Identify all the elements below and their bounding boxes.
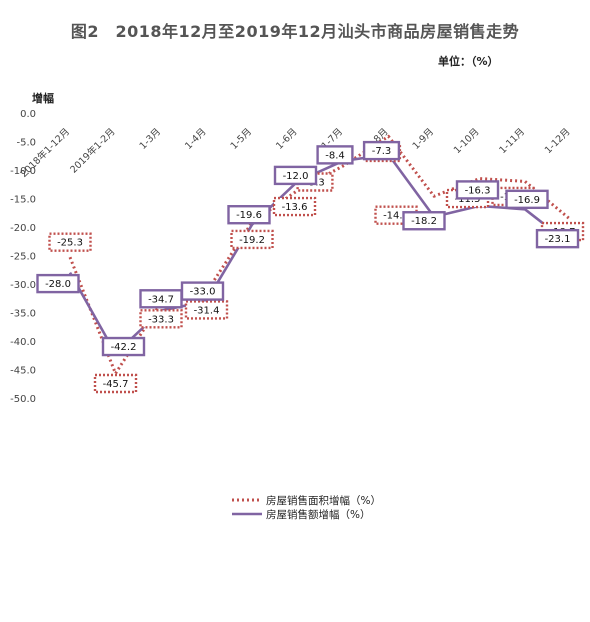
area-data-label-text: -45.7 xyxy=(103,379,129,390)
sales-data-label: -23.1 xyxy=(535,228,580,249)
sales-data-label-text: -16.9 xyxy=(514,195,540,206)
sales-data-label-box xyxy=(362,140,401,161)
area-data-label-box xyxy=(93,373,138,394)
sales-data-label-text: -42.2 xyxy=(111,342,137,353)
sales-data-label-text: -12.0 xyxy=(283,171,309,182)
area-data-label: -13.6 xyxy=(272,196,317,217)
area-data-label: -25.3 xyxy=(48,232,92,252)
area-data-label: -33.3 xyxy=(139,309,183,329)
area-data-label-box xyxy=(48,232,92,252)
sales-data-label: -19.6 xyxy=(227,205,271,225)
area-data-label: -45.7 xyxy=(93,373,138,394)
sales-data-label: -16.3 xyxy=(455,180,500,200)
sales-data-label-box xyxy=(535,228,580,249)
sales-data-label: -28.0 xyxy=(36,273,80,294)
sales-data-label: -18.2 xyxy=(402,211,446,231)
y-tick-label: -20.0 xyxy=(10,223,36,234)
data-labels: -25.3-45.7-33.3-31.4-19.2-13.6-9.3-4.1-1… xyxy=(36,140,585,394)
area-data-label-box xyxy=(139,309,183,329)
y-tick-label: -30.0 xyxy=(10,280,36,291)
x-tick-label: 1-4月 xyxy=(183,126,208,151)
area-data-label-text: -31.4 xyxy=(194,305,220,316)
legend-label-2: 房屋销售额增幅（%） xyxy=(266,508,370,521)
area-data-label-box xyxy=(184,300,229,320)
sales-data-label-text: -33.0 xyxy=(190,287,216,298)
sales-data-label-text: -7.3 xyxy=(372,146,392,157)
area-data-label: -31.4 xyxy=(184,300,229,320)
sales-data-label: -8.4 xyxy=(316,145,354,165)
y-tick-label: 0.0 xyxy=(20,109,36,120)
y-tick-label: -35.0 xyxy=(10,309,36,320)
x-tick-label: 1-3月 xyxy=(138,126,163,151)
y-tick-label: -50.0 xyxy=(10,394,36,405)
sales-data-label: -16.9 xyxy=(505,189,549,210)
x-tick-label: 1-6月 xyxy=(274,126,299,151)
x-tick-label: 2018年1-12月 xyxy=(18,126,72,180)
area-data-label: -19.2 xyxy=(230,229,274,250)
y-axis-ticks: 0.0 -5.0 -10.0 -15.0 -20.0 -25.0 -30.0 -35.0 -40… xyxy=(10,109,36,405)
x-tick-label: 1-10月 xyxy=(452,126,482,156)
area-data-label-box xyxy=(230,229,274,250)
sales-data-label-box xyxy=(273,165,318,186)
legend: 房屋销售面积增幅（%）房屋销售额增幅（%） xyxy=(232,494,381,521)
sales-data-label-box xyxy=(316,145,354,165)
sales-data-label-text: -16.3 xyxy=(465,185,491,196)
sales-data-label-box xyxy=(180,281,225,301)
y-tick-label: -25.0 xyxy=(10,252,36,263)
sales-data-label-text: -18.2 xyxy=(411,216,437,227)
sales-data-label-box xyxy=(505,189,549,210)
chart-title: 图2 2018年12月至2019年12月汕头市商品房屋销售走势 xyxy=(70,22,520,41)
sales-data-label-text: -23.1 xyxy=(545,234,571,245)
sales-data-label-box xyxy=(402,211,446,231)
area-data-label-text: -14.6 xyxy=(383,211,409,222)
sales-data-label-box xyxy=(36,273,80,294)
area-data-label-text: -19.2 xyxy=(239,235,265,246)
area-data-label-text: -33.3 xyxy=(148,314,174,325)
area-data-label-text: -13.6 xyxy=(282,202,308,213)
x-tick-label: 2019年1-2月 xyxy=(68,126,118,176)
x-tick-label: 1-11月 xyxy=(497,126,527,156)
sales-data-label: -33.0 xyxy=(180,281,225,301)
y-tick-label: -10.0 xyxy=(10,166,36,177)
sales-data-label-box xyxy=(101,336,146,357)
y-tick-label: -15.0 xyxy=(10,195,36,206)
area-data-label-box xyxy=(272,196,317,217)
sales-data-label-text: -28.0 xyxy=(45,279,71,290)
area-data-label-text: -25.3 xyxy=(57,238,83,249)
sales-data-label-text: -19.6 xyxy=(236,210,262,221)
y-tick-label: -40.0 xyxy=(10,337,36,348)
y-tick-label: -5.0 xyxy=(16,138,36,149)
y-axis-label: 增幅 xyxy=(32,92,54,105)
y-tick-label: -45.0 xyxy=(10,366,36,377)
sales-data-label: -34.7 xyxy=(139,289,183,309)
sales-data-label: -7.3 xyxy=(362,140,401,161)
unit-label: 单位：（%） xyxy=(438,55,499,68)
sales-data-label-text: -34.7 xyxy=(148,294,174,305)
sales-data-label-box xyxy=(227,205,271,225)
x-tick-label: 1-12月 xyxy=(543,126,573,156)
sales-data-label: -42.2 xyxy=(101,336,146,357)
sales-data-label-box xyxy=(455,180,500,200)
legend-label-1: 房屋销售面积增幅（%） xyxy=(266,494,381,507)
sales-data-label: -12.0 xyxy=(273,165,318,186)
x-tick-label: 1-9月 xyxy=(411,126,436,151)
sales-data-label-text: -8.4 xyxy=(325,150,345,161)
x-tick-label: 1-5月 xyxy=(229,126,254,151)
